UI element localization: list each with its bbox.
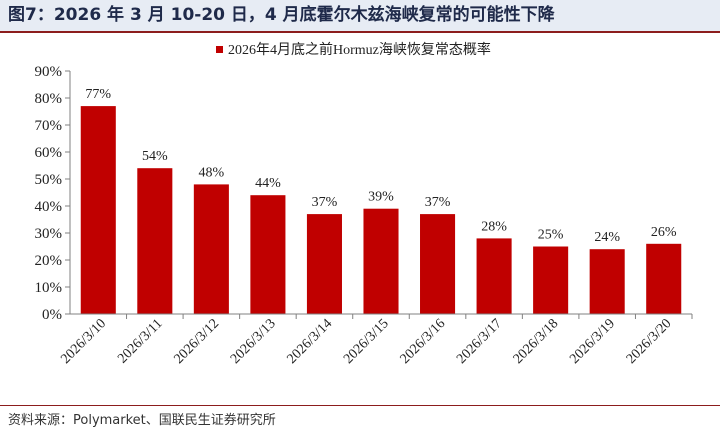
x-tick-label: 2026/3/13 <box>228 316 279 367</box>
y-tick-label: 80% <box>35 91 63 107</box>
source-rule <box>0 405 720 406</box>
figure-title: 图7：2026 年 3 月 10-20 日，4 月底霍尔木兹海峡复常的可能性下降 <box>0 0 720 31</box>
title-rule <box>0 31 720 33</box>
x-tick-label: 2026/3/17 <box>454 316 505 367</box>
bar-chart: 2026年4月底之前Hormuz海峡恢复常态概率 0% 10% 20% 30% 40% 5… <box>35 41 693 367</box>
source-note: 资料来源：Polymarket、国联民生证券研究所 <box>8 413 276 428</box>
y-axis: 0% 10% 20% 30% 40% 50% 60% 70% 80% 90% <box>35 64 71 323</box>
legend-label: 2026年4月底之前Hormuz海峡恢复常态概率 <box>228 41 491 58</box>
x-tick-label: 2026/3/10 <box>58 316 109 367</box>
bar <box>363 208 399 314</box>
bar <box>250 195 286 314</box>
bar <box>589 249 625 314</box>
legend-swatch <box>216 46 223 53</box>
y-tick-label: 10% <box>35 280 63 296</box>
x-tick-label: 2026/3/19 <box>567 316 618 367</box>
data-label: 24% <box>594 230 620 245</box>
data-label: 37% <box>312 195 338 210</box>
data-label: 54% <box>142 149 168 164</box>
x-tick-label: 2026/3/18 <box>511 316 562 367</box>
x-tick-label: 2026/3/12 <box>171 316 222 367</box>
bars <box>80 106 682 314</box>
bar <box>306 214 342 314</box>
y-tick-label: 60% <box>35 145 63 161</box>
y-tick-label: 20% <box>35 253 63 269</box>
bar <box>80 106 116 314</box>
data-label: 48% <box>199 165 225 180</box>
legend: 2026年4月底之前Hormuz海峡恢复常态概率 <box>216 41 491 58</box>
y-tick-label: 0% <box>42 307 62 323</box>
x-axis: 2026/3/10 2026/3/11 2026/3/12 2026/3/13 2026… <box>58 313 693 367</box>
data-label: 37% <box>425 195 451 210</box>
x-tick-label: 2026/3/15 <box>341 316 392 367</box>
data-label: 28% <box>481 219 507 234</box>
data-label: 26% <box>651 225 677 240</box>
x-tick-label: 2026/3/14 <box>285 316 336 367</box>
data-label: 44% <box>255 176 281 191</box>
data-label: 39% <box>368 190 394 205</box>
data-label: 77% <box>85 87 111 102</box>
y-tick-label: 30% <box>35 226 63 242</box>
y-tick-label: 50% <box>35 172 63 188</box>
bar <box>476 238 512 314</box>
data-labels: 77% 54% 48% 44% 37% 39% 37% 28% 25% 24% 26% <box>85 87 676 245</box>
y-tick-label: 70% <box>35 118 63 134</box>
bar <box>137 168 173 314</box>
bar <box>646 243 682 314</box>
bar <box>420 214 456 314</box>
y-tick-label: 90% <box>35 64 63 80</box>
data-label: 25% <box>538 228 564 243</box>
x-tick-label: 2026/3/20 <box>624 316 675 367</box>
x-tick-label: 2026/3/16 <box>398 316 449 367</box>
bar <box>193 184 229 314</box>
x-tick-label: 2026/3/11 <box>115 316 165 366</box>
y-tick-label: 40% <box>35 199 63 215</box>
bar <box>533 246 569 314</box>
